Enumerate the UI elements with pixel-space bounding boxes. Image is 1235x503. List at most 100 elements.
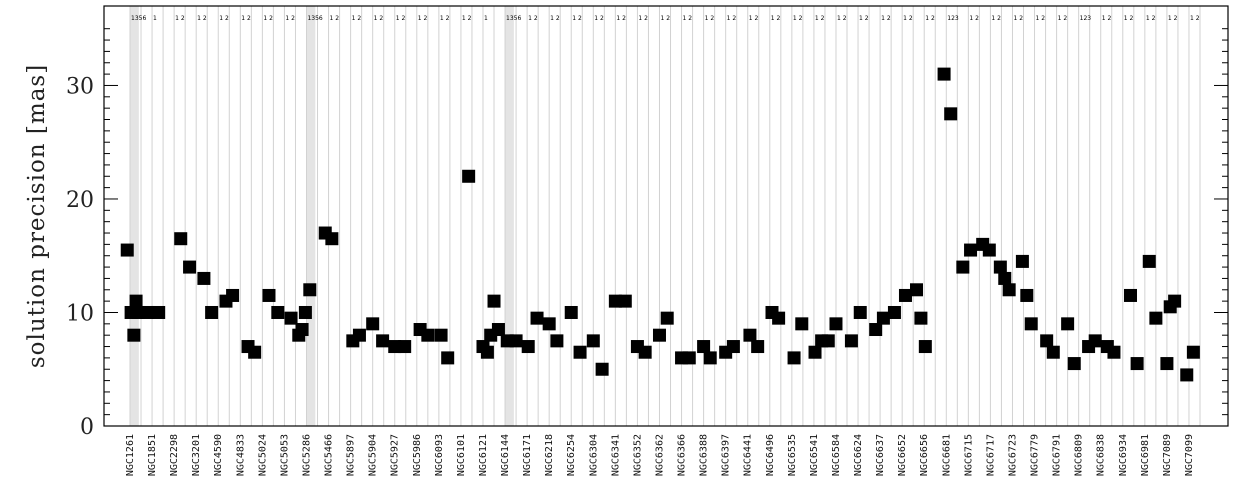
x-tick-label: NGC6218 bbox=[544, 434, 555, 476]
x-tick-label: NGC6715 bbox=[963, 434, 974, 476]
x-tick-label: NGC6809 bbox=[1074, 434, 1085, 476]
x-tick-label: NGC6656 bbox=[919, 434, 930, 476]
data-point bbox=[573, 345, 587, 359]
data-point bbox=[795, 317, 809, 331]
data-point bbox=[1142, 254, 1156, 268]
slot-header-label: 1 2 bbox=[550, 15, 560, 22]
x-tick-label: NGC5466 bbox=[324, 434, 335, 476]
slot-header-label: 1 2 bbox=[616, 15, 626, 22]
data-point bbox=[550, 334, 564, 348]
x-tick-label: NGC6093 bbox=[434, 434, 445, 476]
data-point bbox=[853, 305, 867, 319]
data-point bbox=[564, 305, 578, 319]
data-point bbox=[1020, 288, 1034, 302]
data-point bbox=[1067, 357, 1081, 371]
highlight-band bbox=[505, 6, 514, 426]
y-tick-label: 10 bbox=[66, 301, 94, 326]
slot-header-label: 1 2 bbox=[1146, 15, 1156, 22]
slot-header-label: 1 2 bbox=[572, 15, 582, 22]
slot-header-label: 1 2 bbox=[241, 15, 251, 22]
slot-header-label: 1 2 bbox=[903, 15, 913, 22]
data-point bbox=[660, 311, 674, 325]
data-point bbox=[1024, 317, 1038, 331]
slot-header-label: 1 2 bbox=[418, 15, 428, 22]
data-point bbox=[491, 323, 505, 337]
data-point bbox=[462, 169, 476, 183]
data-point bbox=[993, 260, 1007, 274]
data-point bbox=[772, 311, 786, 325]
x-tick-label: NGC4590 bbox=[213, 434, 224, 476]
data-points bbox=[120, 67, 1200, 382]
data-point bbox=[298, 305, 312, 319]
y-axis-label: solution precision [mas] bbox=[24, 64, 50, 368]
data-point bbox=[918, 340, 932, 354]
slot-header-label: 1356 bbox=[131, 15, 146, 22]
x-tick-label: NGC6341 bbox=[610, 434, 621, 476]
x-tick-label: NGC6541 bbox=[809, 434, 820, 476]
data-point bbox=[682, 351, 696, 365]
slot-header-label: 1 2 bbox=[771, 15, 781, 22]
data-point bbox=[964, 243, 978, 257]
x-tick-label: NGC6496 bbox=[765, 434, 776, 476]
data-point bbox=[421, 328, 435, 342]
x-tick-label: NGC5024 bbox=[257, 434, 268, 476]
data-point bbox=[608, 294, 622, 308]
slot-header-label: 1 2 bbox=[881, 15, 891, 22]
data-point bbox=[1124, 288, 1138, 302]
data-point bbox=[876, 311, 890, 325]
data-point bbox=[226, 288, 240, 302]
slot-header-label: 1 2 bbox=[727, 15, 737, 22]
x-tick-label: NGC6779 bbox=[1030, 434, 1041, 476]
slot-header-label: 1 2 bbox=[1036, 15, 1046, 22]
x-tick-label: NGC6304 bbox=[588, 434, 599, 476]
data-point bbox=[388, 340, 402, 354]
slot-header-label: 1 2 bbox=[1168, 15, 1178, 22]
data-point bbox=[303, 283, 317, 297]
data-point bbox=[1015, 254, 1029, 268]
data-point bbox=[1061, 317, 1075, 331]
data-point bbox=[1186, 345, 1200, 359]
data-point bbox=[808, 345, 822, 359]
x-tick-label: NGC6388 bbox=[699, 434, 710, 476]
data-point bbox=[1040, 334, 1054, 348]
x-tick-label: NGC6535 bbox=[787, 434, 798, 476]
data-point bbox=[1130, 357, 1144, 371]
plot-frame bbox=[103, 5, 1229, 427]
x-tick-label: NGC6352 bbox=[632, 434, 643, 476]
data-point bbox=[1046, 345, 1060, 359]
data-point bbox=[521, 340, 535, 354]
x-tick-label: NGC6838 bbox=[1096, 434, 1107, 476]
x-tick-label: NGC5897 bbox=[346, 434, 357, 476]
slot-header-label: 1 2 bbox=[440, 15, 450, 22]
slot-header-label: 1 2 bbox=[1190, 15, 1200, 22]
slot-header-label: 1356 bbox=[307, 15, 322, 22]
slot-header-label: 1 2 bbox=[991, 15, 1001, 22]
slot-header-label: 1 2 bbox=[1058, 15, 1068, 22]
data-point bbox=[248, 345, 262, 359]
data-point bbox=[487, 294, 501, 308]
x-tick-label: NGC6624 bbox=[853, 434, 864, 476]
y-tick-label: 20 bbox=[66, 188, 94, 213]
slot-header-label: 1 2 bbox=[749, 15, 759, 22]
slot-header-labels: 1356 1 1 2 1 2 1 2 1 2 1 2 1 2 1356 1 2 1 2 1 2 1 2 1… bbox=[131, 15, 1200, 22]
data-point bbox=[376, 334, 390, 348]
x-tick-label: NGC5986 bbox=[412, 434, 423, 476]
x-tick-label: NGC4833 bbox=[235, 434, 246, 476]
data-point bbox=[910, 283, 924, 297]
highlight-bands bbox=[130, 6, 514, 426]
slot-header-label: 1 2 bbox=[925, 15, 935, 22]
data-point bbox=[618, 294, 632, 308]
slot-header-label: 1 2 bbox=[1124, 15, 1134, 22]
data-point bbox=[120, 243, 134, 257]
slot-header-label: 1 2 bbox=[396, 15, 406, 22]
slot-header-label: 1 2 bbox=[374, 15, 384, 22]
data-point bbox=[751, 340, 765, 354]
slot-header-label: 1 2 bbox=[638, 15, 648, 22]
data-point bbox=[434, 328, 448, 342]
data-point bbox=[595, 362, 609, 376]
data-point bbox=[914, 311, 928, 325]
slot-header-label: 123 bbox=[947, 15, 959, 22]
x-tick-label: NGC6637 bbox=[875, 434, 886, 476]
data-point bbox=[1180, 368, 1194, 382]
